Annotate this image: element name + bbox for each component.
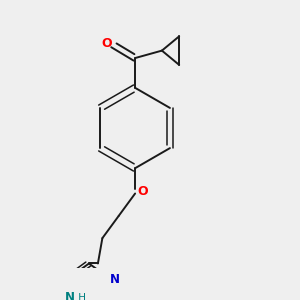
Text: O: O — [137, 185, 148, 198]
Text: O: O — [101, 37, 112, 50]
Text: H: H — [75, 292, 86, 300]
Text: N: N — [110, 273, 120, 286]
Text: N: N — [65, 291, 75, 300]
